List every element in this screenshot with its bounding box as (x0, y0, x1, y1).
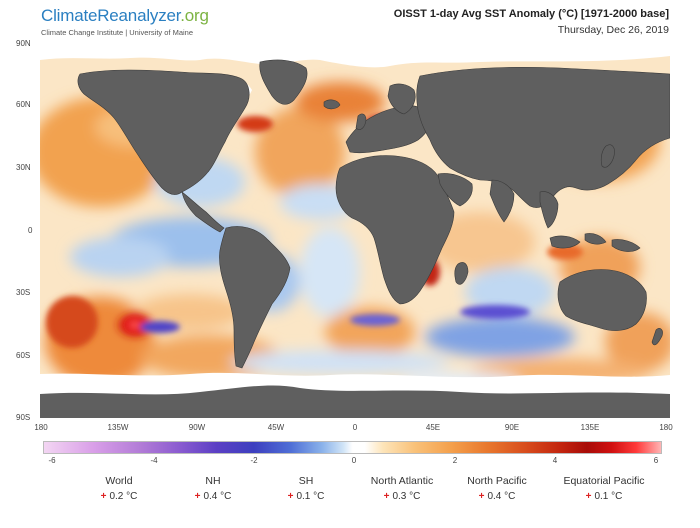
stat-sh: SH +0.1 °C (251, 475, 361, 502)
stat-sh-name: SH (298, 475, 314, 487)
stat-nh-value: 0.4 °C (203, 491, 232, 502)
map-date: Thursday, Dec 26, 2019 (557, 24, 669, 36)
lat-label-90s: 90S (16, 413, 31, 422)
stat-north-atlantic-name: North Atlantic (370, 475, 434, 487)
lon-label-135e: 135E (580, 423, 600, 432)
plus-icon: + (585, 491, 592, 502)
lon-label-90e: 90E (504, 423, 520, 432)
colorbar-tick-6: 6 (653, 456, 659, 465)
lat-label-90n: 90N (16, 39, 31, 48)
lon-label-45w: 45W (267, 423, 285, 432)
stat-nh: NH +0.4 °C (158, 475, 268, 502)
lon-label-90w: 90W (188, 423, 206, 432)
plus-icon: + (194, 491, 201, 502)
stat-sh-value: 0.1 °C (296, 491, 325, 502)
colorbar-tick-0: 0 (351, 456, 357, 465)
lat-label-30n: 30N (16, 163, 31, 172)
plus-icon: + (100, 491, 107, 502)
lat-label-60n: 60N (16, 100, 31, 109)
sst-anomaly-map[interactable] (40, 42, 670, 418)
lon-label-45e: 45E (425, 423, 441, 432)
anomaly-colorbar (43, 441, 662, 454)
stat-equatorial-pacific: Equatorial Pacific +0.1 °C (549, 475, 659, 502)
stat-north-atlantic: North Atlantic +0.3 °C (347, 475, 457, 502)
map-title: OISST 1-day Avg SST Anomaly (°C) [1971-2… (393, 8, 669, 20)
stat-equatorial-pacific-name: Equatorial Pacific (563, 475, 645, 487)
lon-label-180w: 180 (34, 423, 48, 432)
lat-label-60s: 60S (16, 351, 31, 360)
stat-equatorial-pacific-value: 0.1 °C (594, 491, 623, 502)
stat-north-pacific: North Pacific +0.4 °C (442, 475, 552, 502)
plus-icon: + (383, 491, 390, 502)
lon-label-180e: 180 (659, 423, 673, 432)
institution-label: Climate Change Institute | University of… (41, 28, 194, 37)
stat-world: World +0.2 °C (64, 475, 174, 502)
lat-label-30s: 30S (16, 288, 31, 297)
stat-north-pacific-name: North Pacific (467, 475, 527, 487)
lon-label-0: 0 (352, 423, 358, 432)
colorbar-tick-neg6: -6 (48, 456, 56, 465)
colorbar-tick-neg4: -4 (150, 456, 158, 465)
lon-label-135w: 135W (107, 423, 129, 432)
stat-nh-name: NH (205, 475, 221, 487)
plus-icon: + (287, 491, 294, 502)
stat-world-value: 0.2 °C (109, 491, 138, 502)
stat-north-pacific-value: 0.4 °C (487, 491, 516, 502)
colorbar-tick-4: 4 (552, 456, 558, 465)
brand-name: ClimateReanalyzer (41, 6, 181, 25)
lat-label-0: 0 (28, 226, 33, 235)
site-logo[interactable]: ClimateReanalyzer.org (41, 7, 209, 25)
stat-world-name: World (105, 475, 133, 487)
plus-icon: + (478, 491, 485, 502)
brand-tld: .org (180, 6, 209, 25)
colorbar-tick-neg2: -2 (250, 456, 258, 465)
colorbar-tick-2: 2 (452, 456, 458, 465)
stat-north-atlantic-value: 0.3 °C (392, 491, 421, 502)
